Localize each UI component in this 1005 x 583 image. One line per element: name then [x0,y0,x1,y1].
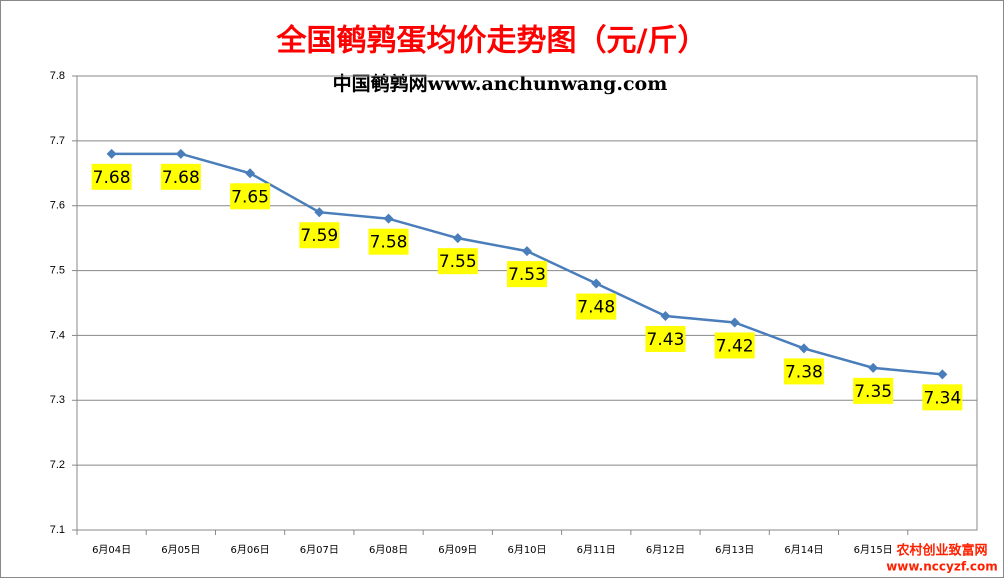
data-label-bg [853,377,894,404]
marker [660,310,671,321]
chart-title: 全国鹌鹑蛋均价走势图（元/斤） [276,24,708,59]
y-tick-label: 7.1 [50,524,65,536]
marker [106,148,117,159]
x-tick-label: 6月11日 [577,544,616,556]
data-label: 7.53 [508,265,546,285]
data-label: 7.43 [647,330,685,350]
x-tick-label: 6月08日 [369,544,408,556]
marker [314,207,325,218]
marker [868,362,879,373]
data-label: 7.58 [370,233,408,253]
x-tick-label: 6月07日 [300,544,339,556]
y-tick-label: 7.3 [50,394,65,406]
marker [245,168,256,179]
data-label-bg [576,293,617,320]
marker [452,233,463,244]
x-tick-label: 6月12日 [646,544,685,556]
data-label-bg [922,384,963,411]
data-label: 7.68 [162,168,200,188]
data-label-bg [714,332,755,359]
data-label: 7.59 [300,226,338,246]
data-label: 7.35 [854,382,892,402]
data-label-bg [230,183,271,210]
chart-subtitle: 中国鹌鹑网www.anchunwang.com [333,72,668,95]
y-tick-label: 7.5 [50,264,65,276]
x-tick-label: 6月13日 [715,544,754,556]
data-label: 7.55 [439,252,477,272]
data-label-bg [645,325,686,352]
data-label-bg [299,222,340,249]
watermark: www.nccyzf.com [886,560,998,574]
marker [383,213,394,224]
x-tick-label: 6月14日 [784,544,823,556]
data-label: 7.38 [785,362,823,382]
data-label-bg [160,163,201,190]
data-label-bg [507,261,547,288]
x-tick-label: 6月16日 [923,544,962,556]
x-tick-label: 6月09日 [438,544,477,556]
data-label: 7.68 [93,168,131,188]
x-tick-label: 6月04日 [92,544,131,556]
y-tick-label: 7.8 [50,70,65,82]
data-label: 7.34 [923,388,961,408]
x-tick-label: 6月10日 [507,544,546,556]
marker [591,278,602,289]
watermark: 农村创业致富网 [895,543,987,559]
marker [522,246,532,257]
data-label-bg [91,163,132,190]
marker [937,369,948,380]
y-tick-label: 7.7 [50,135,65,147]
marker [798,343,809,354]
marker [175,148,186,159]
data-label-bg [437,248,478,275]
data-label: 7.42 [716,336,754,356]
marker [729,317,740,328]
data-label-bg [368,228,409,255]
y-tick-label: 7.4 [50,329,65,341]
plot-border [76,75,978,531]
data-label-bg [783,358,824,385]
y-tick-label: 7.2 [50,459,65,471]
data-label: 7.48 [577,298,615,318]
data-label: 7.65 [231,187,269,207]
x-tick-label: 6月06日 [231,544,270,556]
x-tick-label: 6月05日 [161,544,200,556]
y-tick-label: 7.6 [50,200,65,212]
x-tick-label: 6月15日 [854,544,893,556]
